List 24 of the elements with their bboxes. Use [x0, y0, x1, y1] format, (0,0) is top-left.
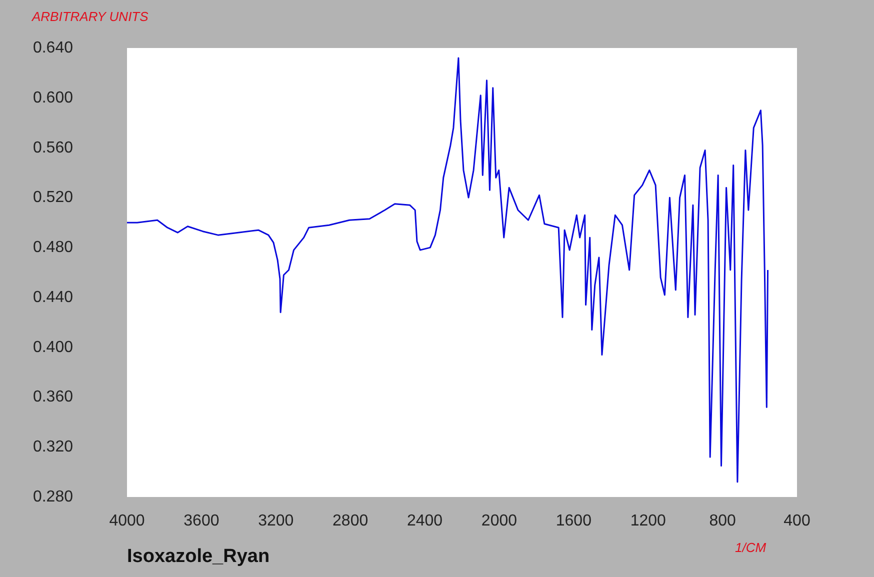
x-tick-label: 400 — [784, 512, 810, 530]
y-tick-label: 0.360 — [32, 388, 74, 406]
y-tick-label: 0.320 — [32, 438, 74, 456]
x-axis-title: 1/CM — [735, 540, 766, 555]
x-tick-label: 3200 — [258, 512, 294, 530]
x-tick-label: 1200 — [630, 512, 666, 530]
x-tick-label: 2000 — [481, 512, 518, 530]
text: Isoxazole_Ryan — [127, 546, 270, 567]
x-tick-label: 1600 — [556, 512, 592, 530]
line-series — [126, 57, 769, 483]
y-tick-label: 0.600 — [32, 89, 74, 106]
x-tick-label: 800 — [709, 512, 736, 530]
x-tick-label: 2400 — [406, 512, 443, 530]
y-tick-label: 0.640 — [32, 40, 74, 56]
x-tick-label: 2800 — [332, 512, 368, 530]
y-tick-label: 0.280 — [32, 488, 74, 506]
y-tick-label: 0.440 — [32, 288, 74, 306]
x-tick-label: 3600 — [184, 512, 220, 530]
y-tick-label: 0.400 — [32, 338, 74, 356]
y-axis-title: ARBITRARY UNITS — [31, 9, 149, 24]
x-tick-label: 4000 — [109, 512, 145, 530]
y-tick-label: 0.520 — [32, 189, 74, 206]
y-tick-label: 0.560 — [32, 139, 74, 156]
y-tick-label: 0.480 — [32, 239, 74, 256]
